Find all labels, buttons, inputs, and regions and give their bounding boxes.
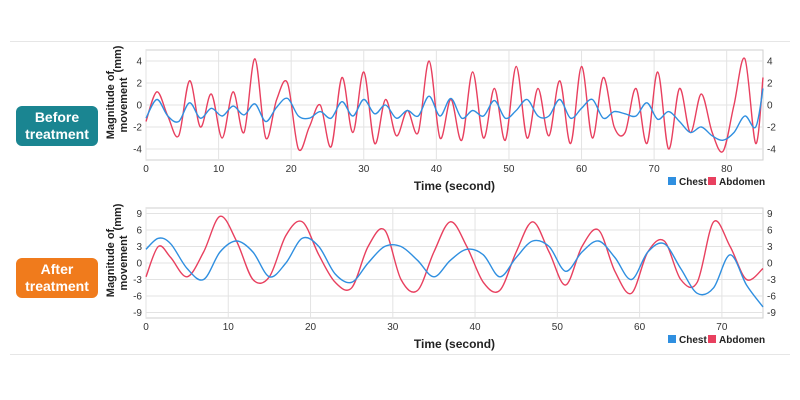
x-axis-label: Time (second) bbox=[414, 179, 495, 193]
series-line-abdomen bbox=[145, 57, 764, 153]
y-tick-label-right: -2 bbox=[767, 123, 776, 134]
series-line-abdomen bbox=[145, 215, 764, 295]
bottom-divider bbox=[10, 354, 790, 355]
x-tick-label: 20 bbox=[305, 322, 317, 333]
y-axis-label-unit: (mm) bbox=[112, 203, 124, 230]
y-tick-label-left: -2 bbox=[133, 123, 142, 134]
y-tick-label-right: 0 bbox=[767, 259, 773, 270]
before-treatment-badge: Before treatment bbox=[16, 106, 98, 146]
y-tick-label-right: -6 bbox=[767, 292, 776, 303]
series-line-chest bbox=[145, 236, 764, 308]
y-tick-label-right: 6 bbox=[767, 226, 773, 237]
x-tick-label: 10 bbox=[213, 164, 225, 175]
y-tick-label-right: 0 bbox=[767, 101, 773, 112]
x-tick-label: 0 bbox=[143, 322, 149, 333]
y-tick-label-right: 3 bbox=[767, 242, 773, 253]
legend-swatch-abdomen bbox=[708, 335, 716, 343]
x-tick-label: 50 bbox=[552, 322, 564, 333]
y-tick-label-left: -6 bbox=[133, 292, 142, 303]
y-tick-label-left: 6 bbox=[136, 226, 142, 237]
after-treatment-badge: After treatment bbox=[16, 258, 98, 298]
y-tick-label-left: 9 bbox=[136, 209, 142, 220]
legend-label-chest: Chest bbox=[679, 335, 707, 346]
x-tick-label: 0 bbox=[143, 164, 149, 175]
x-tick-label: 20 bbox=[286, 164, 298, 175]
y-tick-label-left: 0 bbox=[136, 101, 142, 112]
x-tick-label: 50 bbox=[503, 164, 515, 175]
y-axis-label: Magnitude of movement (mm) bbox=[105, 45, 130, 139]
before-badge-line2: treatment bbox=[25, 126, 89, 142]
y-tick-label-left: -3 bbox=[133, 275, 142, 286]
y-tick-label-left: 0 bbox=[136, 259, 142, 270]
y-tick-label-left: 2 bbox=[136, 79, 142, 90]
y-axis-label-line2: movement bbox=[118, 77, 130, 132]
y-tick-label-right: 9 bbox=[767, 209, 773, 220]
x-tick-label: 40 bbox=[431, 164, 443, 175]
y-axis-label-line1: Magnitude of bbox=[105, 70, 117, 139]
before-badge-line1: Before bbox=[34, 109, 80, 125]
x-tick-label: 60 bbox=[576, 164, 588, 175]
x-tick-label: 70 bbox=[716, 322, 728, 333]
y-tick-label-left: -9 bbox=[133, 308, 142, 319]
y-tick-label-right: -9 bbox=[767, 308, 776, 319]
legend-swatch-chest bbox=[668, 335, 676, 343]
x-tick-label: 70 bbox=[649, 164, 661, 175]
y-axis-label: Magnitude of movement (mm) bbox=[105, 203, 130, 297]
y-tick-label-left: 4 bbox=[136, 57, 142, 68]
y-tick-label-right: 4 bbox=[767, 57, 773, 68]
x-axis-label: Time (second) bbox=[414, 337, 495, 351]
legend-label-abdomen: Abdomen bbox=[719, 335, 765, 346]
series-line-chest bbox=[145, 88, 764, 141]
x-tick-label: 60 bbox=[634, 322, 646, 333]
x-tick-label: 10 bbox=[223, 322, 235, 333]
y-tick-label-right: -3 bbox=[767, 275, 776, 286]
x-tick-label: 40 bbox=[470, 322, 482, 333]
y-tick-label-right: -4 bbox=[767, 145, 776, 156]
after-badge-line1: After bbox=[40, 261, 74, 277]
after-badge-line2: treatment bbox=[25, 278, 89, 294]
x-tick-label: 80 bbox=[721, 164, 733, 175]
y-axis-label-line1: Magnitude of bbox=[105, 228, 117, 297]
top-divider bbox=[10, 41, 790, 42]
x-tick-label: 30 bbox=[387, 322, 399, 333]
y-axis-label-unit: (mm) bbox=[112, 45, 124, 72]
legend-swatch-chest bbox=[668, 177, 676, 185]
legend-label-abdomen: Abdomen bbox=[719, 177, 765, 188]
x-tick-label: 30 bbox=[358, 164, 370, 175]
legend-label-chest: Chest bbox=[679, 177, 707, 188]
y-tick-label-left: 3 bbox=[136, 242, 142, 253]
y-tick-label-left: -4 bbox=[133, 145, 142, 156]
legend-swatch-abdomen bbox=[708, 177, 716, 185]
y-tick-label-right: 2 bbox=[767, 79, 773, 90]
y-axis-label-line2: movement bbox=[118, 235, 130, 290]
